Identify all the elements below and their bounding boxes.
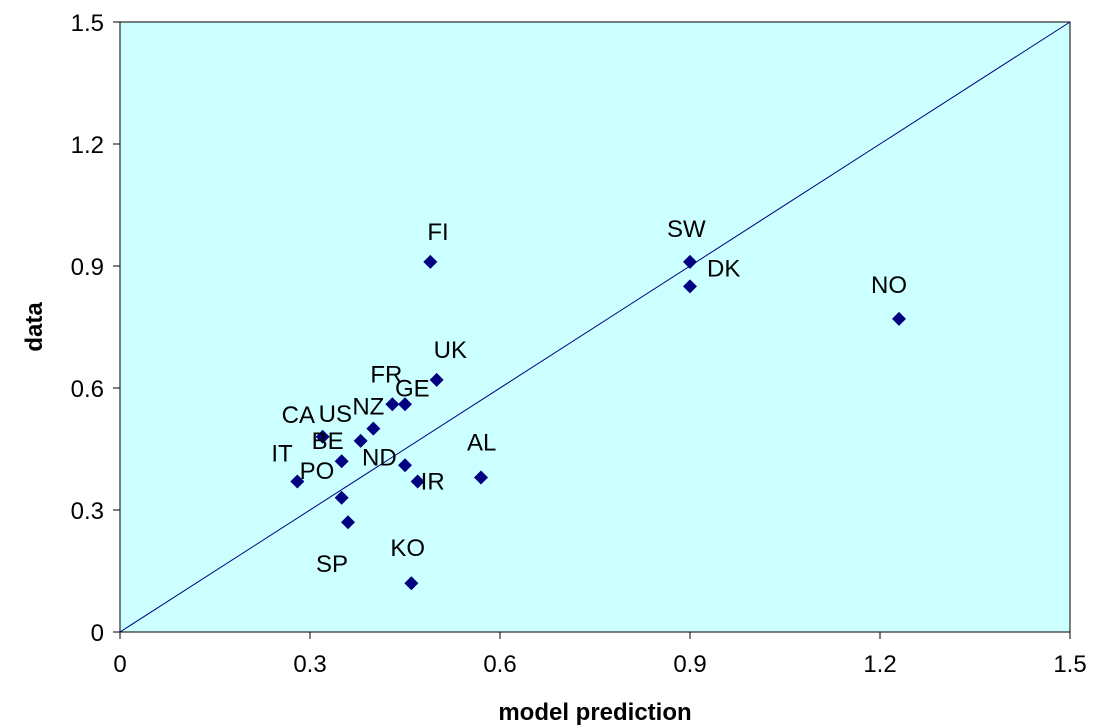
x-axis-ticks: 0 0.3 0.6 0.9 1.2 1.5 (113, 632, 1087, 678)
data-point-al (474, 470, 488, 485)
x-tick-label: 0 (113, 651, 126, 678)
point-label-uk: UK (434, 337, 467, 364)
y-tick-label: 1.5 (71, 10, 104, 37)
point-label-dk: DK (707, 255, 740, 282)
data-point-nd (398, 458, 412, 473)
data-point-fi (423, 254, 438, 269)
data-point-po (334, 490, 349, 505)
point-label-be: BE (312, 428, 344, 455)
point-label-nd: ND (362, 444, 397, 471)
x-axis-title: model prediction (498, 699, 691, 726)
data-point-nz (366, 421, 381, 436)
y-tick-label: 0.6 (71, 376, 104, 403)
point-label-sp: SP (316, 551, 348, 578)
data-point-it (290, 474, 305, 489)
point-label-fi: FI (427, 219, 448, 246)
y-tick-label: 1.2 (71, 132, 104, 159)
point-label-al: AL (467, 429, 496, 456)
data-point-be (334, 454, 349, 469)
y-axis-title: data (21, 302, 48, 352)
data-points (290, 254, 906, 591)
data-point-ir (410, 474, 425, 489)
x-tick-label: 0.3 (293, 651, 326, 678)
point-label-ir: IR (421, 469, 445, 496)
point-label-fr: FR (370, 361, 402, 388)
data-point-sw (683, 254, 697, 269)
data-point-dk (683, 279, 697, 294)
x-tick-label: 0.6 (483, 651, 516, 678)
y-tick-label: 0.9 (71, 254, 104, 281)
point-label-po: PO (300, 458, 335, 485)
x-tick-label: 1.2 (863, 651, 896, 678)
x-tick-label: 1.5 (1053, 651, 1086, 678)
point-label-ko: KO (390, 535, 425, 562)
point-label-no: NO (871, 272, 907, 299)
point-label-ca: CA (282, 402, 315, 429)
point-label-sw: SW (667, 216, 706, 243)
data-point-us (353, 433, 368, 448)
data-point-fr (385, 397, 400, 412)
y-tick-label: 0 (91, 620, 104, 647)
point-label-nz: NZ (352, 394, 384, 421)
point-label-it: IT (271, 441, 293, 468)
data-point-sp (341, 515, 355, 530)
y-axis-ticks: 0 0.3 0.6 0.9 1.2 1.5 (71, 10, 120, 647)
y-tick-label: 0.3 (71, 498, 104, 525)
data-point-ge (398, 397, 412, 412)
data-point-ca (315, 429, 330, 444)
point-label-us: US (319, 401, 352, 428)
reference-line (119, 21, 1071, 633)
data-point-ko (404, 576, 419, 591)
data-point-uk (429, 372, 444, 387)
data-point-no (892, 311, 906, 326)
x-tick-label: 0.9 (673, 651, 706, 678)
point-label-ge: GE (395, 375, 430, 402)
